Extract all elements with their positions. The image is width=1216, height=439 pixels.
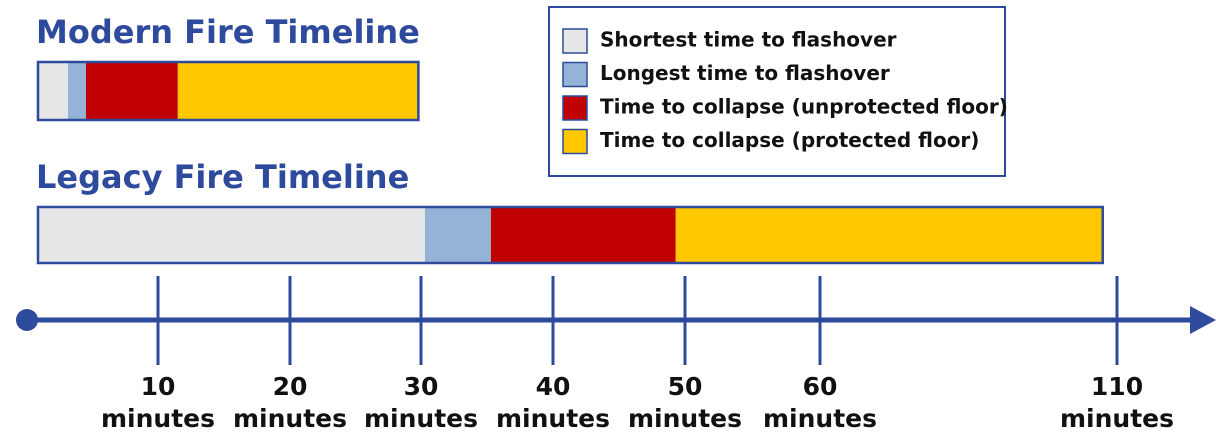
tick-label: 50 — [668, 372, 703, 401]
tick-label: 20 — [273, 372, 308, 401]
tick-unit: minutes — [1060, 404, 1174, 433]
legend-swatch — [562, 128, 588, 155]
bar-segment — [38, 207, 425, 263]
legend-swatch — [562, 61, 588, 88]
tick-label: 30 — [404, 372, 439, 401]
tick-unit: minutes — [496, 404, 610, 433]
category-title: Modern Fire Timeline — [36, 13, 420, 51]
tick-label: 60 — [803, 372, 838, 401]
bar-segment — [424, 207, 491, 263]
legend-swatch — [562, 28, 588, 54]
bar-segment — [38, 62, 68, 120]
bar-segment — [675, 207, 1103, 263]
axis-arrow — [1190, 306, 1216, 334]
legend-box — [548, 6, 1006, 177]
tick-unit: minutes — [364, 404, 478, 433]
bar-segment — [177, 62, 419, 120]
legend-swatch — [562, 95, 588, 121]
tick-unit: minutes — [763, 404, 877, 433]
legend-text: Shortest time to flashover — [600, 28, 897, 52]
tick-label: 10 — [141, 372, 176, 401]
bar-frame — [36, 60, 420, 122]
category-title: Legacy Fire Timeline — [36, 158, 409, 196]
tick-unit: minutes — [628, 404, 742, 433]
axis-origin — [16, 309, 38, 331]
bar-segment — [86, 62, 178, 120]
bar-segment — [68, 62, 86, 120]
tick-unit: minutes — [101, 404, 215, 433]
bar-segment — [490, 207, 676, 263]
legend-text: Time to collapse (protected floor) — [600, 128, 979, 152]
tick-unit: minutes — [233, 404, 347, 433]
tick-label: 40 — [536, 372, 571, 401]
tick-label: 110 — [1091, 372, 1143, 401]
bar-frame — [36, 205, 1104, 265]
legend-text: Time to collapse (unprotected floor) — [600, 95, 1008, 119]
legend-text: Longest time to flashover — [600, 61, 890, 85]
